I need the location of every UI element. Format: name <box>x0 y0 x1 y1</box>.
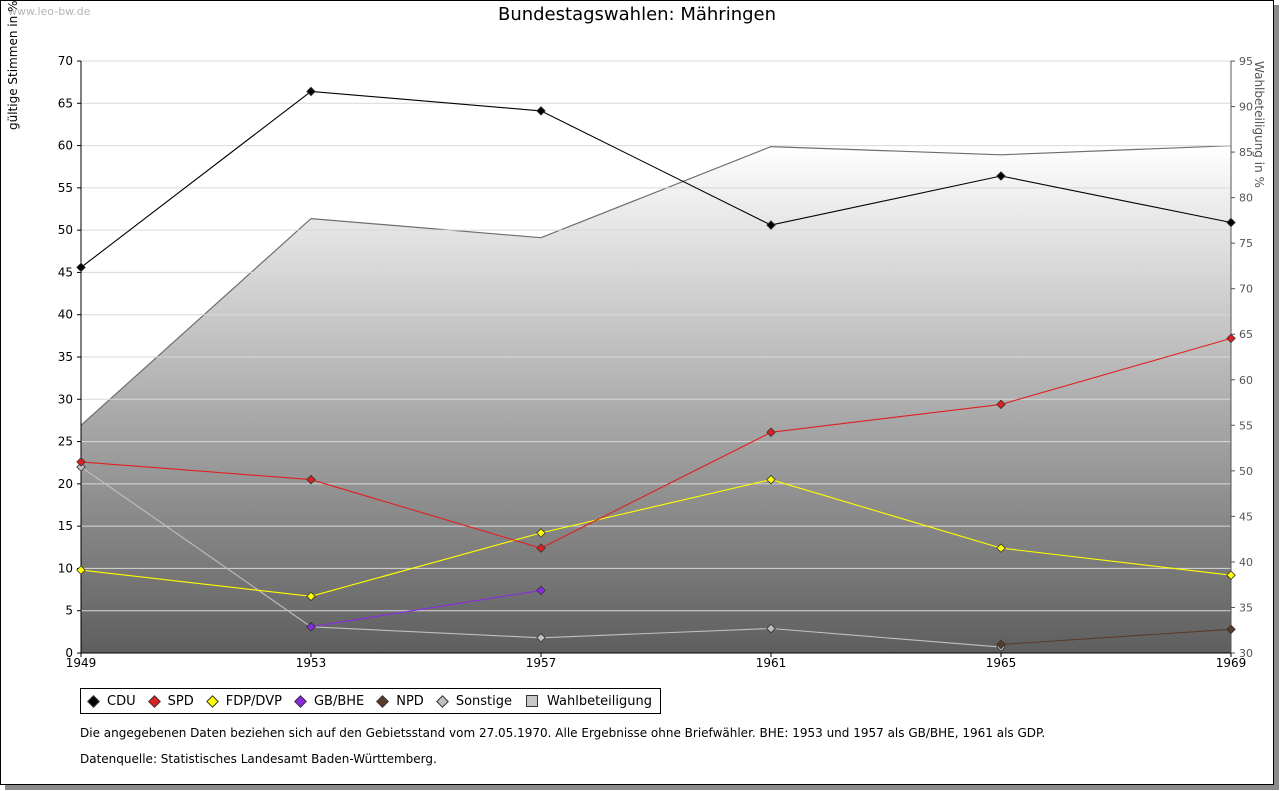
legend-item-wahlbeteiligung: Wahlbeteiligung <box>526 694 652 709</box>
watermark: www.leo-bw.de <box>8 5 91 18</box>
data-point-npd <box>1226 624 1236 635</box>
y-tick-label-left: 65 <box>58 96 73 110</box>
series-line-npd <box>1000 628 1232 646</box>
data-point-spd <box>76 457 86 467</box>
data-point-fdp-dvp <box>766 474 776 485</box>
series-line-fdp-dvp <box>80 479 1232 597</box>
y-tick-label-right: 30 <box>1239 647 1253 660</box>
data-point-spd <box>306 474 316 485</box>
y-tick-label-right: 55 <box>1239 419 1253 432</box>
legend-marker <box>376 694 390 708</box>
legend-item-cdu: CDU <box>87 693 136 709</box>
y-tick-label-right: 90 <box>1239 101 1253 114</box>
y-tick-label-right: 45 <box>1239 510 1253 523</box>
data-point-cdu <box>536 106 546 116</box>
y-tick-label-left: 5 <box>65 604 73 618</box>
y-tick-label-right: 95 <box>1239 55 1253 68</box>
legend-label: NPD <box>396 693 424 709</box>
legend-label: CDU <box>107 693 136 709</box>
legend: CDU SPD FDP/DVP GB/BHE NPD Sonstige Wahlbeteil… <box>80 688 662 714</box>
legend-marker <box>87 694 100 708</box>
x-tick-label: 1953 <box>296 656 327 670</box>
x-tick-label: 1957 <box>526 656 557 670</box>
y-tick-label-right: 50 <box>1239 465 1253 478</box>
y-tick-label-left: 70 <box>58 54 73 68</box>
footnote-source: Datenquelle: Statistisches Landesamt Bad… <box>80 752 437 766</box>
y-tick-label-left: 60 <box>58 139 73 153</box>
legend-marker <box>294 694 307 708</box>
data-point-spd <box>536 543 546 553</box>
data-point-cdu <box>306 86 316 97</box>
legend-item-gb-bhe: GB/BHE <box>294 693 365 709</box>
x-tick-label: 1961 <box>756 656 787 670</box>
data-point-fdp-dvp <box>306 591 316 602</box>
y-tick-label-left: 15 <box>58 519 73 533</box>
chart-title: Bundestagswahlen: Mähringen <box>497 4 777 25</box>
data-point-spd <box>766 427 776 438</box>
y-tick-label-right: 80 <box>1239 192 1253 205</box>
data-point-spd <box>996 399 1006 410</box>
series-line-gb-bhe <box>310 589 542 628</box>
y-tick-label-left: 50 <box>58 223 73 237</box>
legend-item-sonstige: Sonstige <box>435 693 512 709</box>
series-line-cdu <box>80 90 1232 268</box>
y-tick-label-right: 35 <box>1239 601 1253 614</box>
y-tick-label-left: 45 <box>58 265 73 279</box>
data-point-spd <box>1226 333 1236 344</box>
legend-marker <box>435 694 449 708</box>
data-point-gb-bhe <box>536 585 546 596</box>
data-point-gb-bhe <box>306 622 316 632</box>
legend-label: Sonstige <box>455 693 512 709</box>
y-tick-label-left: 10 <box>58 561 73 575</box>
y-tick-label-right: 65 <box>1239 328 1253 341</box>
legend-marker <box>147 694 161 708</box>
chart-svg: 0 5 10 15 20 25 30 35 40 45 50 55 60 65 70 30 35 40 45 50 55… <box>58 54 1253 670</box>
legend-label: FDP/DVP <box>225 693 282 709</box>
legend-marker <box>205 694 219 708</box>
data-point-sonstige <box>766 623 776 634</box>
legend-label: Wahlbeteiligung <box>547 693 653 709</box>
data-point-fdp-dvp <box>536 528 546 538</box>
turnout-line <box>80 145 1232 426</box>
y-tick-label-right: 85 <box>1239 146 1253 159</box>
data-point-sonstige <box>536 633 546 643</box>
y-tick-label-left: 20 <box>58 477 73 491</box>
y-tick-label-left: 55 <box>58 181 73 195</box>
y-tick-label-right: 70 <box>1239 283 1253 296</box>
data-point-fdp-dvp <box>1226 570 1236 580</box>
data-point-cdu <box>766 220 776 230</box>
y-tick-label-left: 0 <box>65 646 73 660</box>
y-tick-label-left: 30 <box>58 392 73 406</box>
x-tick-label: 1949 <box>66 656 97 670</box>
series-line-spd <box>80 337 1232 549</box>
legend-item-npd: NPD <box>376 693 424 709</box>
legend-label: SPD <box>167 693 194 709</box>
y-tick-label-right: 40 <box>1239 556 1253 569</box>
data-point-cdu <box>1226 217 1236 228</box>
y-tick-label-left: 25 <box>58 435 73 449</box>
y-tick-label-right: 60 <box>1239 374 1253 387</box>
data-point-sonstige <box>76 462 86 472</box>
legend-label: GB/BHE <box>313 693 365 709</box>
data-point-fdp-dvp <box>76 565 86 575</box>
legend-item-fdp-dvp: FDP/DVP <box>205 693 282 709</box>
legend-item-spd: SPD <box>147 693 194 709</box>
footnote-data-basis: Die angegebenen Daten beziehen sich auf … <box>80 726 1046 740</box>
x-tick-label: 1965 <box>986 656 1017 670</box>
data-point-cdu <box>76 262 86 273</box>
y-tick-label-left: 35 <box>58 350 73 364</box>
data-point-npd <box>996 639 1006 650</box>
x-tick-label: 1969 <box>1216 656 1247 670</box>
data-point-fdp-dvp <box>996 543 1006 553</box>
legend-marker <box>526 695 538 707</box>
y-tick-label-right: 75 <box>1239 237 1253 250</box>
data-point-cdu <box>996 171 1006 181</box>
y-tick-label-left: 40 <box>58 308 73 322</box>
